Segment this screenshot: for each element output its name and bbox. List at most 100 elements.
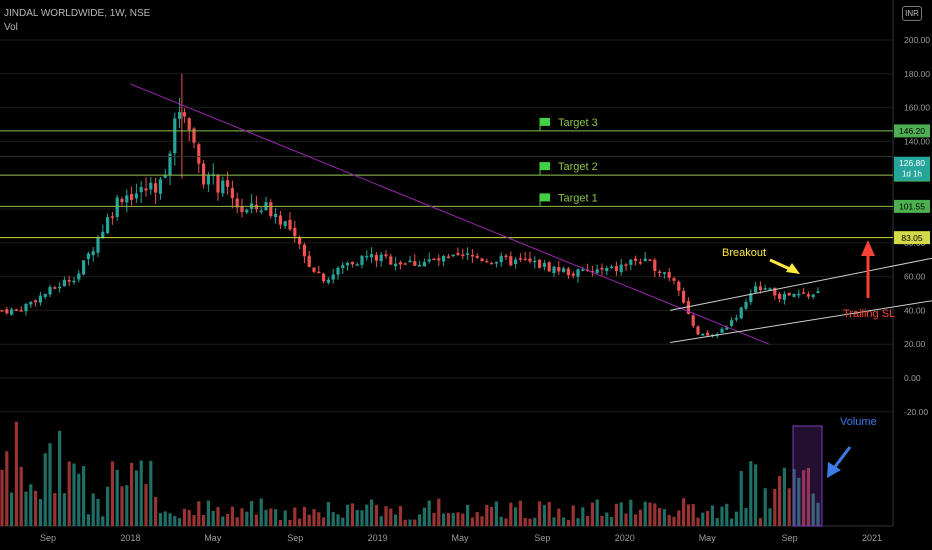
candle-body	[566, 268, 570, 276]
candle-body	[576, 269, 580, 277]
candle-body	[106, 217, 110, 234]
breakout-label: Breakout	[722, 247, 766, 259]
volume-bar	[235, 517, 239, 526]
volume-bar	[331, 512, 335, 526]
candle-body	[658, 271, 662, 274]
volume-bar	[667, 514, 671, 526]
candle-body	[226, 180, 230, 187]
volume-bar	[734, 511, 738, 526]
volume-bar	[302, 506, 306, 526]
volume-bar	[48, 443, 52, 526]
candle-body	[91, 251, 95, 256]
volume-bar	[686, 504, 690, 526]
candle-body	[168, 153, 172, 175]
candle-body	[149, 182, 153, 190]
candle-body	[408, 260, 412, 263]
volume-bar	[163, 511, 167, 526]
volume-bar	[408, 519, 412, 526]
candle-body	[754, 286, 758, 293]
volume-bar	[432, 512, 436, 526]
candle-body	[696, 326, 700, 335]
volume-label: Volume	[840, 416, 877, 428]
volume-bar	[168, 513, 172, 526]
x-tick-label: May	[204, 533, 222, 543]
candle-body	[110, 216, 114, 218]
candle-body	[29, 301, 33, 305]
symbol-title[interactable]: JINDAL WORLDWIDE, 1W, NSE	[4, 8, 151, 19]
target-flag-icon	[540, 117, 550, 126]
volume-bar	[658, 508, 662, 526]
candle-body	[610, 266, 614, 269]
candle-body	[302, 244, 306, 257]
volume-bar	[34, 490, 38, 526]
volume-bar	[533, 517, 537, 526]
volume-bar	[139, 460, 143, 526]
volume-bar	[120, 486, 124, 526]
candle-body	[763, 288, 767, 290]
candle-body	[490, 262, 494, 265]
candle-body	[682, 290, 686, 303]
volume-bar	[614, 503, 618, 526]
candle-body	[816, 291, 820, 293]
candle-body	[62, 279, 66, 287]
candle-body	[278, 215, 282, 225]
volume-bar	[490, 507, 494, 526]
candle-body	[581, 269, 585, 271]
volume-bar	[442, 513, 446, 526]
volume-bar	[763, 488, 767, 526]
volume-bar	[293, 507, 297, 526]
target-label: Target 3	[558, 117, 598, 129]
volume-bar	[706, 510, 710, 526]
candle-body	[475, 255, 479, 258]
volume-bar	[586, 515, 590, 526]
candle-body	[5, 309, 9, 314]
volume-bar	[528, 518, 532, 526]
candle-body	[619, 264, 623, 273]
candle-body	[571, 273, 575, 276]
candle-body	[782, 293, 786, 300]
volume-bar	[461, 513, 465, 526]
volume-bar	[509, 502, 513, 526]
volume-bar	[485, 504, 489, 526]
candle-body	[403, 263, 407, 265]
candle-body	[797, 293, 801, 296]
volume-bar	[610, 516, 614, 526]
y-tick-label: 160.00	[904, 103, 930, 113]
candle-body	[139, 187, 143, 193]
volume-bar	[802, 470, 806, 526]
candle-body	[19, 310, 23, 312]
candle-body	[480, 258, 484, 261]
candle-body	[734, 318, 738, 320]
candle-body	[182, 112, 186, 117]
volume-bar	[725, 503, 729, 526]
candle-body	[398, 262, 402, 265]
volume-bar	[5, 451, 9, 526]
candle-body	[34, 300, 38, 303]
candle-body	[739, 307, 743, 319]
candle-body	[38, 295, 42, 303]
volume-bar	[437, 498, 441, 526]
indicator-label[interactable]: Vol	[4, 22, 18, 33]
volume-bar	[778, 475, 782, 526]
last-price-label: 126.80	[899, 158, 925, 168]
volume-bar	[221, 516, 225, 526]
currency-button[interactable]: INR	[902, 6, 922, 21]
volume-bar	[662, 509, 666, 526]
volume-bar	[619, 502, 623, 526]
candle-body	[312, 267, 316, 272]
y-tick-label: 200.00	[904, 35, 930, 45]
y-tick-label: -20.00	[904, 407, 928, 417]
candle-body	[360, 255, 364, 265]
volume-highlight-box	[792, 425, 823, 527]
candle-body	[245, 209, 249, 213]
volume-bar	[581, 507, 585, 526]
candle-body	[686, 300, 690, 314]
candle-body	[283, 221, 287, 227]
volume-bar	[230, 506, 234, 526]
candle-body	[322, 273, 326, 282]
candle-body	[466, 253, 470, 255]
volume-arrow	[832, 446, 852, 469]
candle-body	[187, 118, 191, 130]
volume-bar	[250, 500, 254, 526]
